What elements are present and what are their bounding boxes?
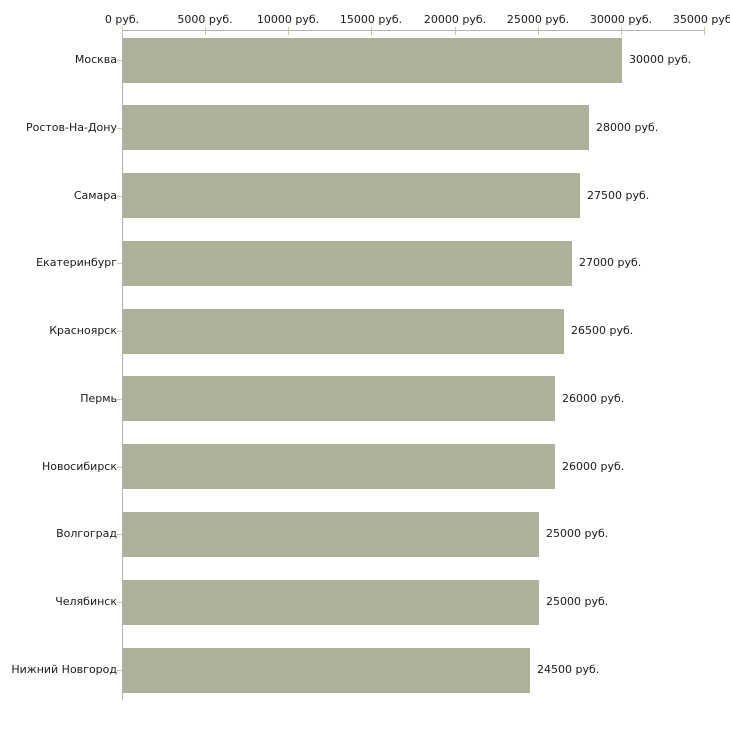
category-label: Новосибирск <box>41 460 117 473</box>
category-label: Екатеринбург <box>36 256 117 269</box>
category-label: Красноярск <box>49 324 117 337</box>
bar <box>123 512 539 557</box>
bar <box>123 105 589 150</box>
y-axis-line <box>122 30 123 700</box>
category-label: Челябинск <box>55 595 117 608</box>
value-label: 26000 руб. <box>562 460 625 473</box>
bar <box>123 648 530 693</box>
x-axis-tick <box>621 27 622 35</box>
value-label: 25000 руб. <box>546 595 609 608</box>
value-label: 30000 руб. <box>629 53 692 66</box>
category-tick <box>117 670 122 671</box>
category-tick <box>117 602 122 603</box>
category-tick <box>117 128 122 129</box>
value-label: 27500 руб. <box>587 189 650 202</box>
bar <box>123 38 622 83</box>
x-axis-label: 0 руб. <box>104 13 140 26</box>
value-label: 26000 руб. <box>562 392 625 405</box>
x-axis-label: 35000 руб. <box>672 13 730 26</box>
x-axis-line <box>122 30 705 31</box>
x-axis-tick <box>371 27 372 35</box>
bar <box>123 309 564 354</box>
x-axis-label: 15000 руб. <box>339 13 403 26</box>
bar <box>123 376 555 421</box>
category-label: Ростов-На-Дону <box>25 121 117 134</box>
x-axis-label: 25000 руб. <box>506 13 570 26</box>
bar <box>123 173 580 218</box>
value-label: 28000 руб. <box>596 121 659 134</box>
category-label: Москва <box>74 53 117 66</box>
x-axis-label: 10000 руб. <box>256 13 320 26</box>
bar <box>123 580 539 625</box>
x-axis-tick <box>288 27 289 35</box>
bar <box>123 241 572 286</box>
category-label: Пермь <box>80 392 117 405</box>
value-label: 27000 руб. <box>579 256 642 269</box>
x-axis-tick <box>704 27 705 35</box>
value-label: 24500 руб. <box>537 663 600 676</box>
category-tick <box>117 467 122 468</box>
bar <box>123 444 555 489</box>
category-label: Нижний Новгород <box>11 663 117 676</box>
category-tick <box>117 331 122 332</box>
x-axis-tick <box>455 27 456 35</box>
category-label: Самара <box>73 189 117 202</box>
category-tick <box>117 534 122 535</box>
x-axis-tick <box>538 27 539 35</box>
x-axis-label: 5000 руб. <box>177 13 233 26</box>
x-axis-tick <box>205 27 206 35</box>
x-axis-label: 20000 руб. <box>423 13 487 26</box>
category-label: Волгоград <box>56 527 117 540</box>
category-tick <box>117 263 122 264</box>
category-tick <box>117 196 122 197</box>
value-label: 26500 руб. <box>571 324 634 337</box>
value-label: 25000 руб. <box>546 527 609 540</box>
x-axis-label: 30000 руб. <box>589 13 653 26</box>
category-tick <box>117 60 122 61</box>
category-tick <box>117 399 122 400</box>
x-axis-tick <box>122 27 123 35</box>
